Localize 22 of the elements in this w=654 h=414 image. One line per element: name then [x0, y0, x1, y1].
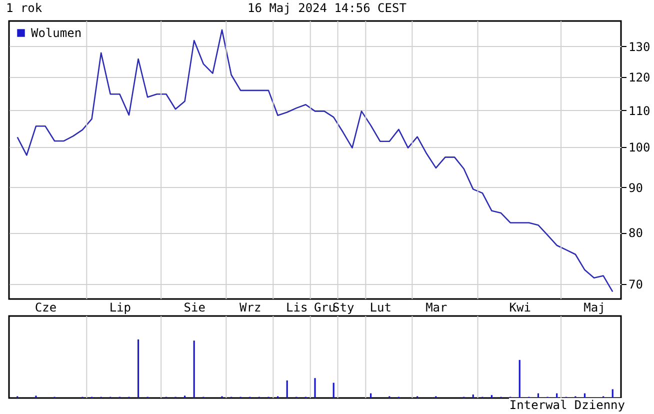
legend-label: Wolumen: [31, 26, 82, 40]
x-tick-label: Cze: [34, 300, 57, 314]
y-tick-label: 110: [628, 104, 650, 118]
x-tick-label: Kwi: [509, 300, 531, 314]
x-tick-label: Gru: [314, 300, 336, 314]
y-tick-label: 90: [628, 180, 643, 195]
chart-title: 1 rok: [6, 1, 42, 15]
y-tick-label: 80: [628, 226, 643, 240]
annotation: Interwal Dzienny: [509, 398, 625, 412]
x-tick-label: Sie: [184, 300, 206, 314]
line-series: [16, 29, 614, 292]
y-tick-label: 130: [628, 40, 650, 54]
y-tick-label: 120: [628, 70, 650, 85]
x-tick-label: Mar: [426, 300, 448, 314]
x-tick-label: Lip: [109, 300, 132, 314]
y-tick-label: 100: [628, 140, 650, 155]
text: 16 Maj 2024 14:56 CEST: [248, 1, 406, 15]
x-tick-label: Lut: [370, 300, 392, 314]
x-tick-label: Wrz: [240, 300, 262, 314]
x-tick-label: Lis: [286, 300, 308, 314]
x-tick-label: Maj: [584, 300, 606, 314]
y-tick-label: 70: [628, 277, 643, 292]
